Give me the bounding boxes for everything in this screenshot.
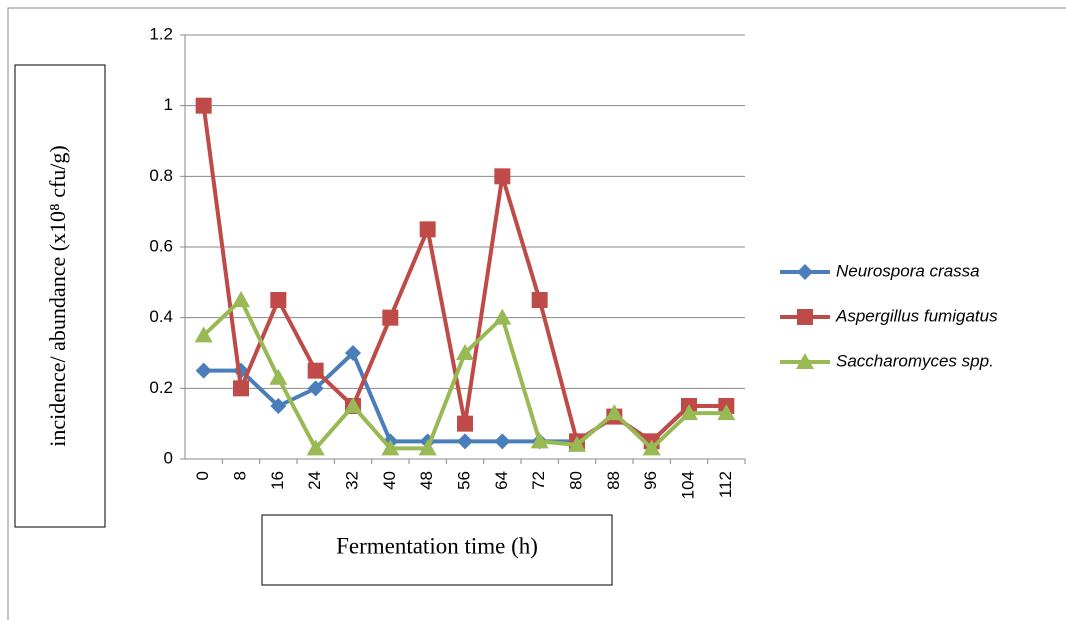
y-tick-label: 0 [164, 448, 173, 467]
x-axis-label: Fermentation time (h) [336, 533, 538, 558]
marker [568, 435, 586, 452]
marker [419, 221, 436, 238]
marker [530, 432, 549, 449]
x-tick-label: 64 [492, 471, 511, 490]
marker [457, 433, 473, 450]
xlabel-box [261, 514, 613, 586]
x-tick-label: 0 [193, 471, 212, 480]
marker [344, 397, 362, 413]
marker [418, 439, 437, 456]
marker [233, 380, 249, 397]
x-tick-label: 40 [380, 471, 399, 490]
marker [269, 368, 288, 385]
y-tick-label: 0.2 [149, 378, 173, 397]
marker [797, 309, 813, 325]
marker [232, 291, 250, 307]
legend-label: Saccharomyces spp. [836, 351, 994, 370]
x-tick-label: 80 [566, 471, 585, 490]
marker [717, 404, 736, 421]
marker [494, 433, 511, 450]
ylabel-box [14, 64, 106, 528]
x-tick-label: 104 [678, 471, 697, 499]
marker [307, 380, 324, 397]
marker [270, 292, 287, 308]
legend-label: Aspergillus fumigatus [835, 306, 998, 325]
y-tick-label: 1 [164, 95, 173, 114]
marker [270, 398, 287, 414]
x-tick-label: 56 [454, 471, 473, 490]
marker [797, 264, 813, 280]
x-tick-label: 48 [417, 471, 436, 490]
y-axis-label: incidence/ abundance (x10⁸ cfu/g) [45, 145, 70, 446]
x-tick-label: 32 [342, 471, 361, 490]
frame [7, 7, 1066, 620]
marker [456, 344, 474, 360]
x-tick-label: 24 [305, 471, 324, 490]
x-tick-label: 96 [641, 471, 660, 490]
marker [381, 439, 400, 456]
x-tick-label: 16 [268, 471, 287, 490]
marker [493, 308, 512, 325]
marker [195, 362, 212, 379]
marker [642, 439, 661, 456]
marker [195, 97, 212, 114]
x-tick-label: 8 [230, 471, 249, 480]
y-tick-label: 0.4 [149, 307, 173, 326]
marker [796, 353, 814, 369]
series-line [201, 105, 727, 444]
marker [494, 168, 511, 185]
marker [531, 292, 548, 308]
marker [382, 309, 399, 326]
marker [306, 439, 325, 456]
marker [605, 404, 624, 421]
legend-label: Neurospora crassa [836, 261, 980, 280]
marker [345, 345, 361, 361]
marker [307, 362, 324, 379]
y-tick-label: 1.2 [149, 24, 173, 43]
x-tick-label: 112 [716, 471, 735, 498]
x-tick-label: 72 [529, 471, 548, 490]
y-tick-label: 0.8 [149, 166, 173, 185]
marker [457, 415, 473, 432]
y-tick-label: 0.6 [149, 236, 173, 255]
marker [680, 404, 698, 421]
x-tick-label: 88 [604, 471, 623, 490]
marker [194, 326, 213, 343]
